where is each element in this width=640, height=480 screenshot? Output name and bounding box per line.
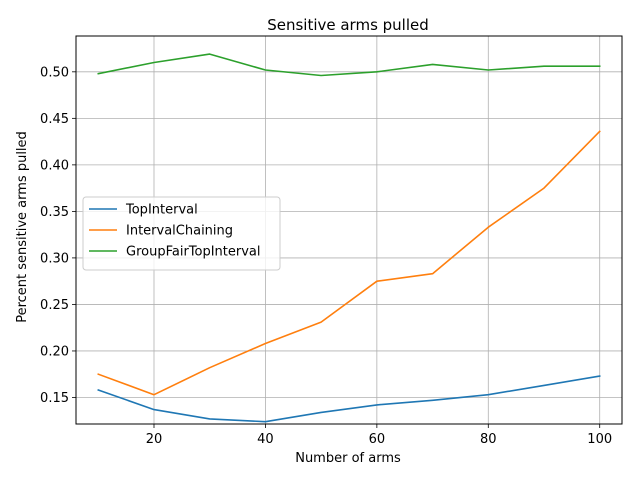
x-tick-label: 40 <box>257 432 274 447</box>
series-layer <box>97 53 601 423</box>
y-tick-label: 0.50 <box>40 65 69 80</box>
legend-label: TopInterval <box>125 203 198 218</box>
chart-title: Sensitive arms pulled <box>267 16 429 34</box>
legend-label: IntervalChaining <box>126 224 233 239</box>
y-tick-label: 0.15 <box>40 391 69 406</box>
plot-frame <box>75 35 623 425</box>
series-line-groupfairtopinterval <box>97 53 601 77</box>
legend-box <box>82 196 281 271</box>
legend-label: GroupFairTopInterval <box>126 245 261 260</box>
x-axis-label: Number of arms <box>295 451 401 466</box>
y-axis-label: Percent sensitive arms pulled <box>15 131 30 323</box>
y-tick-label: 0.40 <box>40 158 69 173</box>
x-tick-label: 60 <box>369 432 386 447</box>
y-tick-label: 0.25 <box>40 298 69 313</box>
legend: TopInterval IntervalChaining GroupFairTopI… <box>82 196 281 271</box>
x-tick-label: 100 <box>587 432 612 447</box>
x-tick-label: 20 <box>146 432 163 447</box>
series-line-topinterval <box>97 375 601 423</box>
series-line-intervalchaining <box>97 130 601 396</box>
y-tick-label: 0.45 <box>40 112 69 127</box>
x-tick-label: 80 <box>480 432 497 447</box>
ticks-layer: 20 40 60 80 100 0.15 0.20 0.25 0.30 0.35 0.40 0.45 0… <box>40 65 612 447</box>
y-tick-label: 0.35 <box>40 205 69 220</box>
grid-layer <box>76 36 622 424</box>
y-tick-label: 0.20 <box>40 344 69 359</box>
y-tick-label: 0.30 <box>40 251 69 266</box>
